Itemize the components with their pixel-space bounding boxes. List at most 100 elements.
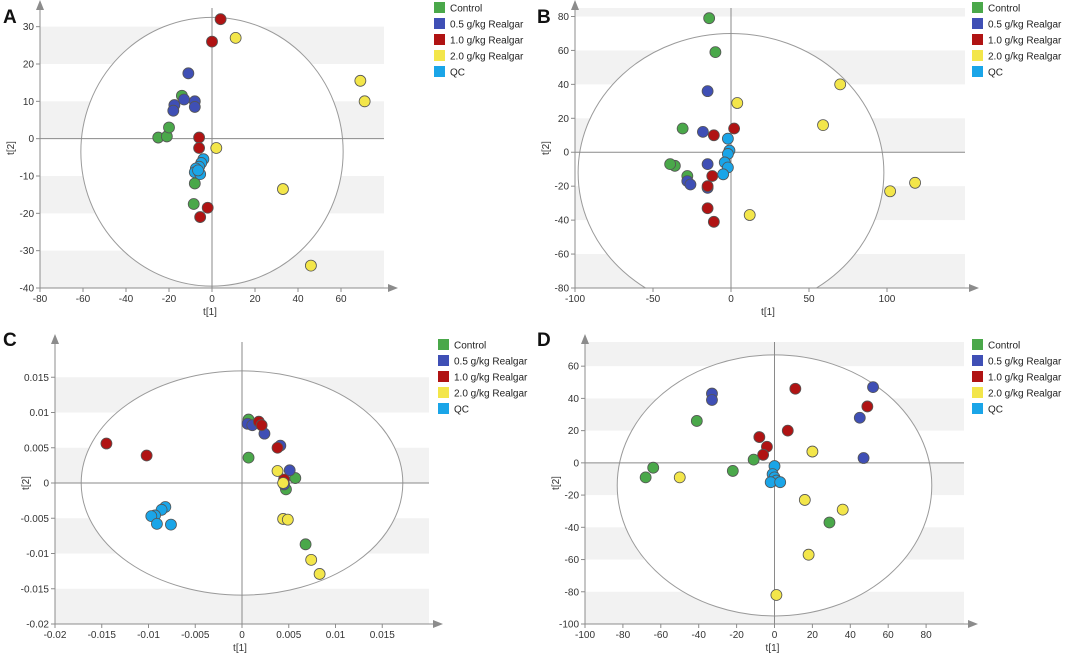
legend: Control 0.5 g/kg Realgar 1.0 g/kg Realgar 2…	[972, 2, 1062, 79]
x-tick-label: 20	[807, 630, 819, 641]
data-point	[861, 400, 874, 413]
legend-label: 2.0 g/kg Realgar	[450, 52, 524, 63]
data-point	[757, 448, 770, 461]
y-axis-label: t[2]	[6, 141, 17, 155]
legend-swatch	[434, 18, 445, 29]
y-ticks: -0.02 -0.015 -0.01 -0.005 0 0.005 0.01 0.015	[21, 373, 55, 631]
y-tick-label: 30	[23, 22, 35, 33]
panel-d: D -100 -80 -60 -40 -20 0 20 40 60 80 -100 -80 -60 -4…	[537, 330, 1062, 654]
data-point	[884, 185, 897, 198]
legend-swatch	[434, 50, 445, 61]
legend-swatch	[972, 371, 983, 382]
y-tick-label: -80	[565, 587, 580, 598]
x-tick-label: -100	[565, 294, 585, 305]
x-tick-label: 0	[772, 630, 778, 641]
y-tick-label: -0.005	[21, 514, 50, 525]
x-axis-label: t[1]	[761, 307, 775, 318]
data-point	[140, 449, 153, 462]
data-point	[690, 415, 703, 427]
legend-label: Control	[454, 341, 486, 352]
data-point	[210, 142, 223, 154]
data-point	[703, 12, 716, 25]
data-point	[707, 215, 720, 228]
data-point	[151, 517, 163, 530]
legend-swatch	[972, 34, 983, 45]
legend: Control 0.5 g/kg Realgar 1.0 g/kg Realgar 2…	[438, 339, 528, 416]
y-tick-label: -0.015	[21, 584, 50, 595]
x-tick-label: -60	[654, 630, 669, 641]
data-point	[188, 101, 201, 113]
legend-label: 2.0 g/kg Realgar	[454, 389, 528, 400]
legend: Control 0.5 g/kg Realgar 1.0 g/kg Realgar 2…	[434, 2, 524, 79]
legend-swatch	[438, 355, 449, 366]
data-point	[313, 568, 326, 580]
panel-letter: A	[3, 7, 17, 28]
legend-swatch	[972, 18, 983, 29]
y-axis-arrow-icon	[571, 0, 579, 10]
data-point	[753, 431, 766, 443]
x-tick-label: 0	[239, 630, 245, 641]
x-axis-arrow-icon	[968, 620, 978, 628]
x-tick-label: -60	[76, 294, 91, 305]
legend-swatch	[972, 50, 983, 61]
y-tick-label: 0	[573, 458, 579, 469]
legend-swatch	[972, 355, 983, 366]
legend-swatch	[438, 387, 449, 398]
legend-swatch	[972, 403, 983, 414]
x-ticks: -0.02 -0.015 -0.01 -0.005 0 0.005 0.01 0.015	[44, 624, 395, 641]
data-point	[676, 122, 689, 135]
y-tick-label: -40	[565, 523, 580, 534]
legend: Control 0.5 g/kg Realgar 1.0 g/kg Realgar 2…	[972, 339, 1062, 416]
x-ticks: -100 -80 -60 -40 -20 0 20 40 60 80	[575, 624, 932, 641]
legend-swatch	[438, 403, 449, 414]
data-point	[909, 176, 921, 189]
legend-label: 1.0 g/kg Realgar	[450, 36, 524, 47]
y-tick-label: -60	[565, 555, 580, 566]
y-axis-label: t[2]	[21, 476, 32, 490]
y-tick-label: -20	[20, 209, 35, 220]
data-point	[277, 477, 290, 489]
legend-swatch	[438, 371, 449, 382]
data-point	[728, 122, 741, 135]
legend-swatch	[972, 387, 983, 398]
data-point	[271, 465, 284, 477]
legend-label: 0.5 g/kg Realgar	[988, 20, 1062, 31]
y-tick-label: -80	[555, 284, 570, 295]
data-point	[717, 168, 730, 181]
data-point	[817, 119, 829, 131]
legend-swatch	[972, 339, 983, 350]
data-point	[823, 516, 836, 529]
data-point	[707, 129, 720, 142]
x-tick-label: -50	[646, 294, 661, 305]
data-point	[701, 180, 714, 193]
y-tick-label: 60	[568, 362, 580, 373]
data-point	[781, 424, 794, 437]
data-point	[299, 538, 312, 551]
data-point	[283, 464, 296, 477]
data-point	[214, 13, 227, 26]
x-tick-label: 50	[803, 294, 815, 305]
data-point	[770, 589, 783, 601]
x-axis-arrow-icon	[969, 284, 979, 292]
x-tick-label: -0.01	[137, 630, 160, 641]
panel-a: A -80 -60 -40 -20 0 20 40 60 -40 -30 -20 -10 0 10 20 3…	[3, 0, 524, 318]
x-axis-label: t[1]	[766, 643, 780, 654]
data-point	[201, 201, 214, 214]
legend-swatch	[972, 2, 983, 13]
x-tick-label: 60	[883, 630, 895, 641]
y-axis-label: t[2]	[541, 141, 552, 155]
x-tick-label: 0	[728, 294, 734, 305]
y-ticks: -80 -60 -40 -20 0 20 40 60 80	[555, 12, 575, 295]
x-tick-label: 0.005	[276, 630, 301, 641]
data-point	[193, 142, 206, 154]
x-tick-label: -80	[616, 630, 631, 641]
y-tick-label: 20	[558, 114, 570, 125]
legend-label: QC	[450, 68, 465, 79]
y-tick-label: -30	[20, 246, 35, 257]
data-point	[187, 198, 200, 210]
legend-label: 2.0 g/kg Realgar	[988, 389, 1062, 400]
data-point	[709, 46, 722, 59]
data-points	[664, 12, 921, 228]
